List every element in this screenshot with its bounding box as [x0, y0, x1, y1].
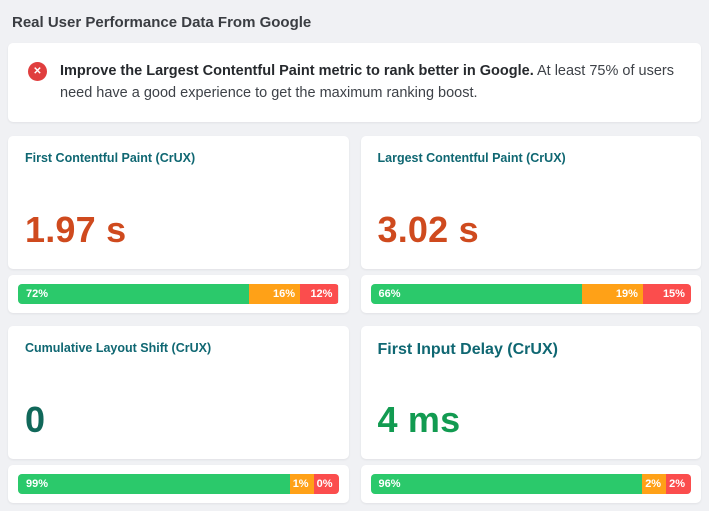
lcp-alert-banner: ✕ Improve the Largest Contentful Paint m… [8, 43, 701, 122]
alert-message-rest: At least 75% of users need have a good e… [60, 63, 674, 102]
metric-fcp-distribution-card: 72% 16% 12% [8, 274, 349, 313]
metric-lcp-card: Largest Contentful Paint (CrUX) 3.02 s [360, 135, 701, 269]
metric-fcp-distribution-bar: 72% 16% 12% [18, 283, 339, 304]
segment-needs-improvement: 2% [642, 473, 667, 494]
segment-poor: 0% [313, 473, 339, 494]
metric-cls-label: Cumulative Layout Shift (CrUX) [25, 340, 212, 355]
metric-fcp-value: 1.97 s [25, 208, 127, 250]
alert-message: Improve the Largest Contentful Paint met… [60, 60, 681, 105]
segment-good: 96% [370, 473, 643, 494]
metric-lcp-distribution-bar: 66% 19% 15% [370, 283, 691, 304]
metric-cls-distribution-card: 99% 1% 0% [8, 464, 349, 503]
metric-lcp-distribution-card: 66% 19% 15% [360, 274, 701, 313]
page-title: Real User Performance Data From Google [12, 14, 312, 31]
metric-cls-card: Cumulative Layout Shift (CrUX) 0 [8, 325, 349, 459]
metric-fcp: First Contentful Paint (CrUX) 1.97 s 72%… [8, 135, 349, 313]
segment-poor: 12% [300, 283, 339, 304]
segment-needs-improvement: 1% [289, 473, 314, 494]
segment-good: 72% [18, 283, 249, 304]
metric-cls-distribution-bar: 99% 1% 0% [18, 473, 339, 494]
segment-poor: 2% [666, 473, 691, 494]
metric-fcp-card: First Contentful Paint (CrUX) 1.97 s [8, 135, 349, 269]
segment-poor: 15% [642, 283, 691, 304]
alert-message-bold: Improve the Largest Contentful Paint met… [60, 63, 534, 79]
metric-fid-value: 4 ms [377, 398, 461, 440]
error-x-circle-icon: ✕ [28, 62, 47, 81]
metrics-grid: First Contentful Paint (CrUX) 1.97 s 72%… [8, 135, 701, 503]
metric-lcp-label: Largest Contentful Paint (CrUX) [377, 150, 566, 165]
segment-good: 99% [18, 473, 290, 494]
segment-good: 66% [370, 283, 583, 304]
metric-fid: First Input Delay (CrUX) 4 ms 96% 2% 2% [360, 325, 701, 503]
metric-fid-distribution-card: 96% 2% 2% [360, 464, 701, 503]
metric-cls: Cumulative Layout Shift (CrUX) 0 99% 1% … [8, 325, 349, 503]
metric-fid-card: First Input Delay (CrUX) 4 ms [360, 325, 701, 459]
segment-needs-improvement: 19% [582, 283, 643, 304]
metric-fcp-label: First Contentful Paint (CrUX) [25, 150, 196, 165]
segment-needs-improvement: 16% [248, 283, 301, 304]
metric-fid-label: First Input Delay (CrUX) [377, 340, 558, 358]
metric-cls-value: 0 [25, 398, 46, 440]
metric-lcp-value: 3.02 s [377, 208, 479, 250]
metric-lcp: Largest Contentful Paint (CrUX) 3.02 s 6… [360, 135, 701, 313]
metric-fid-distribution-bar: 96% 2% 2% [370, 473, 691, 494]
